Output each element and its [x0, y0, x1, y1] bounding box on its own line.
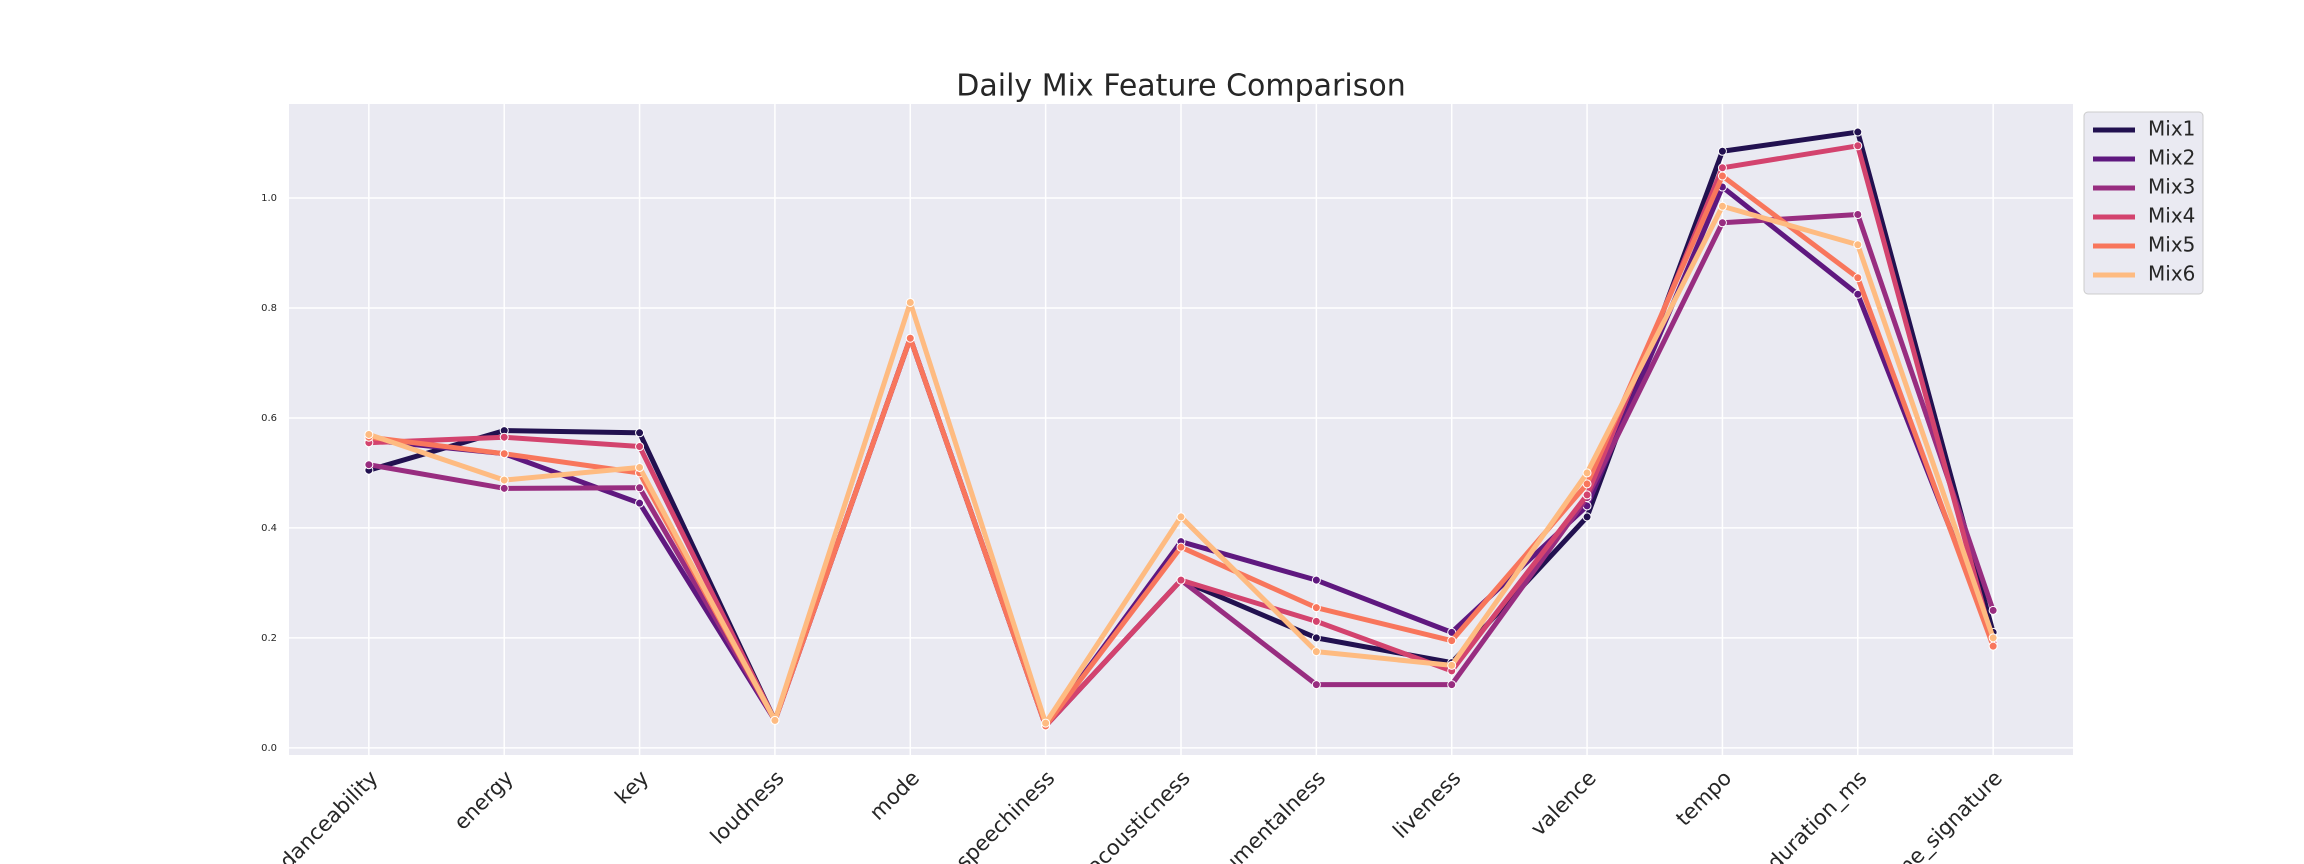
point [770, 715, 780, 725]
point [499, 475, 509, 485]
y-tick-label: 1.0 [261, 193, 277, 204]
point [364, 460, 374, 470]
x-tick-label: speechiness [951, 766, 1059, 864]
point [1582, 479, 1592, 489]
legend: Mix1 Mix2 Mix3 Mix4 Mix5 Mix6 [2083, 111, 2204, 295]
y-tick-label: 0.0 [261, 743, 277, 754]
x-tick-label: liveness [1388, 766, 1465, 843]
y-tick-label: 0.4 [261, 523, 277, 534]
point [1717, 201, 1727, 211]
x-tick-label: mode [865, 766, 924, 825]
point [1582, 512, 1592, 522]
point [499, 432, 509, 442]
point [1853, 240, 1863, 250]
legend-label: Mix4 [2148, 204, 2195, 228]
point [1717, 163, 1727, 173]
point [1988, 633, 1998, 643]
point [1717, 146, 1727, 156]
point [1717, 171, 1727, 181]
legend-label: Mix3 [2148, 175, 2195, 199]
point [905, 297, 915, 307]
point [1311, 616, 1321, 626]
x-tick-label: tempo [1671, 766, 1736, 831]
x-tick-label: instrumentalness [1184, 766, 1330, 864]
point [1853, 141, 1863, 151]
point [1311, 575, 1321, 585]
y-tick-label: 0.2 [261, 633, 277, 644]
point [1717, 218, 1727, 228]
x-tick-label: danceability [275, 766, 383, 864]
point [1582, 490, 1592, 500]
point [635, 483, 645, 493]
y-tick-label: 0.8 [261, 303, 277, 314]
legend-label: Mix2 [2148, 146, 2195, 170]
point [1853, 210, 1863, 220]
point [1988, 605, 1998, 615]
point [499, 449, 509, 459]
legend-label: Mix6 [2148, 262, 2195, 286]
x-tick-label: duration_ms [1762, 766, 1872, 864]
y-tick-label: 0.6 [261, 413, 277, 424]
point [635, 498, 645, 508]
x-tick-label: energy [449, 766, 518, 835]
lines [364, 127, 1998, 731]
point [499, 483, 509, 493]
point [1311, 633, 1321, 643]
x-tick-label: time_signature [1879, 766, 2008, 864]
legend-label: Mix5 [2148, 233, 2195, 257]
point [1176, 575, 1186, 585]
point [1311, 603, 1321, 613]
point [635, 442, 645, 452]
point [1447, 660, 1457, 670]
x-tick-label: valence [1526, 766, 1601, 841]
point [635, 428, 645, 438]
point [1176, 542, 1186, 552]
point [1582, 468, 1592, 478]
point [1041, 718, 1051, 728]
point [364, 429, 374, 439]
chart-title: Daily Mix Feature Comparison [956, 69, 1405, 104]
point [635, 462, 645, 472]
point [1311, 680, 1321, 690]
point [1447, 636, 1457, 646]
point [1988, 641, 1998, 651]
point [1853, 273, 1863, 283]
x-tick-label: key [610, 766, 653, 809]
point [1311, 647, 1321, 657]
point [1176, 512, 1186, 522]
x-tick-label: loudness [706, 766, 789, 849]
legend-label: Mix1 [2148, 117, 2195, 141]
point [905, 333, 915, 343]
x-tick-label: acousticness [1082, 766, 1195, 864]
point [1853, 127, 1863, 137]
point [1447, 680, 1457, 690]
